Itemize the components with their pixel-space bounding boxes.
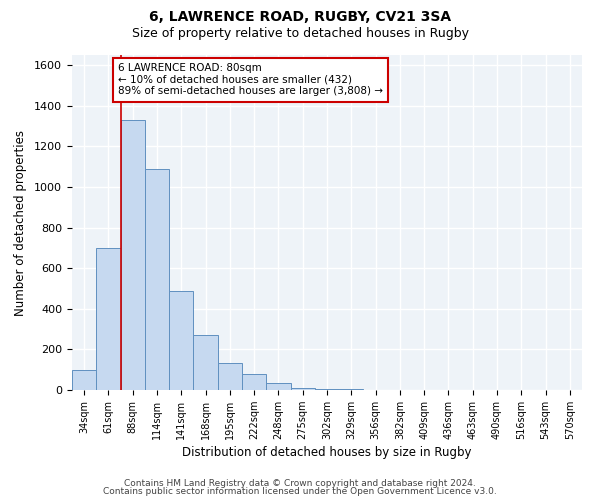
Bar	[242, 374, 266, 390]
X-axis label: Distribution of detached houses by size in Rugby: Distribution of detached houses by size …	[182, 446, 472, 459]
Bar	[315, 389, 339, 390]
Y-axis label: Number of detached properties: Number of detached properties	[14, 130, 27, 316]
Bar	[121, 120, 145, 390]
Bar	[290, 388, 315, 390]
Bar	[193, 335, 218, 390]
Bar	[218, 362, 242, 390]
Text: Size of property relative to detached houses in Rugby: Size of property relative to detached ho…	[131, 28, 469, 40]
Bar	[169, 290, 193, 390]
Bar	[72, 370, 96, 390]
Text: 6, LAWRENCE ROAD, RUGBY, CV21 3SA: 6, LAWRENCE ROAD, RUGBY, CV21 3SA	[149, 10, 451, 24]
Bar	[96, 248, 121, 390]
Bar	[266, 383, 290, 390]
Text: 6 LAWRENCE ROAD: 80sqm
← 10% of detached houses are smaller (432)
89% of semi-de: 6 LAWRENCE ROAD: 80sqm ← 10% of detached…	[118, 63, 383, 96]
Text: Contains HM Land Registry data © Crown copyright and database right 2024.: Contains HM Land Registry data © Crown c…	[124, 478, 476, 488]
Bar	[145, 168, 169, 390]
Text: Contains public sector information licensed under the Open Government Licence v3: Contains public sector information licen…	[103, 487, 497, 496]
